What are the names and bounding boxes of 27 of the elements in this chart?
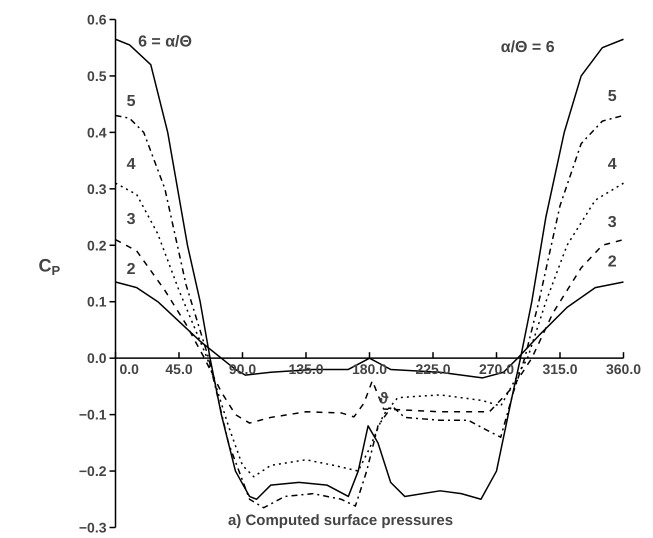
annotation: α/Θ = 6 <box>500 39 555 56</box>
annotation: 6 = α/Θ <box>138 34 192 51</box>
annotation: ϑ <box>378 390 389 408</box>
y-tick-label: 0.6 <box>87 12 107 28</box>
annotation: 5 <box>126 93 136 110</box>
y-tick-label: 0.2 <box>87 237 107 254</box>
annotation: 4 <box>126 156 136 173</box>
y-tick-label: 0.3 <box>87 180 107 197</box>
annotation: 3 <box>126 211 136 228</box>
y-tick-label: 0.4 <box>87 124 107 140</box>
annotation: 3 <box>608 214 617 232</box>
y-tick-label: −0.2 <box>78 463 107 480</box>
x-tick-label: 180.0 <box>352 361 388 378</box>
x-tick-label: 360.0 <box>606 361 642 378</box>
y-tick-label: 0.0 <box>87 350 107 366</box>
y-tick-label: 0.5 <box>87 68 107 84</box>
annotation: 2 <box>608 254 617 271</box>
annotation: 5 <box>608 88 617 106</box>
annotation: 4 <box>608 156 617 173</box>
x-tick-label: 0.0 <box>120 361 140 378</box>
y-tick-label: −0.1 <box>78 406 107 423</box>
y-tick-label: −0.3 <box>78 520 107 536</box>
y-tick-label: 0.1 <box>87 294 107 310</box>
annotation: a) Computed surface pressures <box>228 512 454 529</box>
x-tick-label: 45.0 <box>165 361 193 378</box>
x-tick-label: 315.0 <box>542 361 578 378</box>
annotation: 2 <box>126 260 136 278</box>
